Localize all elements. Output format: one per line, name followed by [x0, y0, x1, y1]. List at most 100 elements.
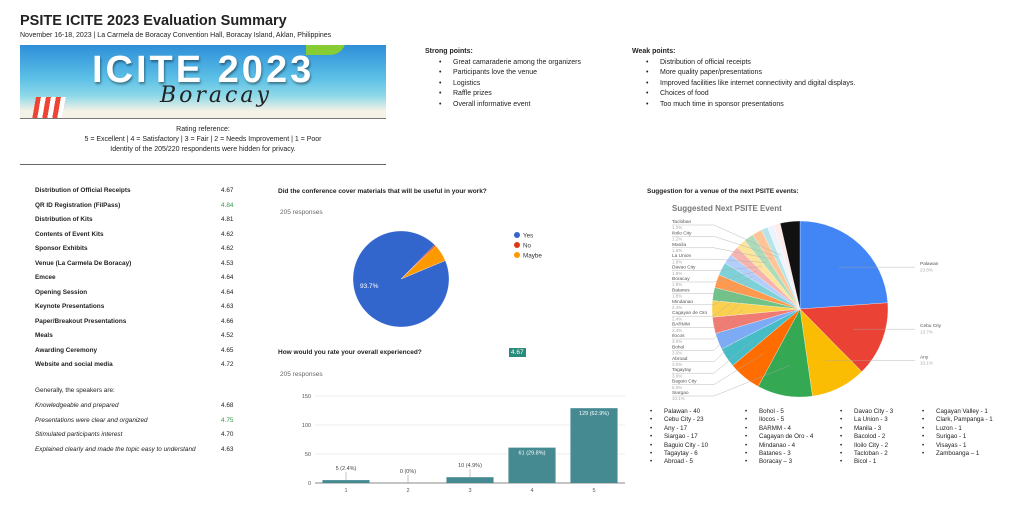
rating-row: Paper/Breakout Presentations 4.66: [35, 318, 240, 325]
rating-value: 4.66: [221, 317, 234, 325]
slice-name-label: La Union: [672, 253, 692, 259]
slice-percent-label: 13.7%: [920, 329, 933, 334]
rating-label: QR ID Registration (FilPass): [35, 201, 121, 209]
rating-label: Sponsor Exhibits: [35, 245, 88, 252]
slice-percent-label: 2.4%: [672, 316, 682, 321]
slice-name-label: BARMM: [672, 322, 690, 328]
rating-value: 4.67: [221, 187, 234, 194]
speaker-value: 4.75: [221, 416, 234, 424]
slice-percent-label: 1.2%: [672, 237, 682, 242]
useful-materials-pie-chart: 93.7% Yes No Maybe: [352, 230, 542, 328]
slice-percent-label: 1.8%: [672, 259, 682, 264]
rating-label: Rating reference:: [176, 126, 230, 133]
event-banner: ICITE 2023 Boracay: [20, 45, 386, 119]
rating-label: Distribution of Kits: [35, 216, 93, 223]
slice-percent-label: 3.0%: [672, 351, 682, 356]
rating-row: Meals 4.52: [35, 332, 240, 339]
label-leader: [672, 266, 762, 271]
speaker-value: 4.63: [221, 445, 234, 453]
legend-marker: [514, 252, 520, 258]
legend-item: Manila - 3: [840, 425, 893, 434]
legend-item: Visayas - 1: [922, 442, 993, 451]
legend-item: La Union - 3: [840, 416, 893, 425]
y-tick-label: 100: [302, 423, 311, 429]
slice-name-label: Palawan: [920, 261, 939, 267]
speaker-value: 4.70: [221, 431, 234, 438]
speaker-row: Stimulated participants interest 4.70: [35, 431, 240, 438]
legend-item: Surigao - 1: [922, 433, 993, 442]
slice-name-label: Bohol: [672, 344, 684, 350]
rating-value: 4.81: [221, 216, 234, 223]
speaker-label: Presentations were clear and organized: [35, 416, 148, 424]
legend-item: Any - 17: [650, 425, 708, 434]
rating-scale: 5 = Excellent | 4 = Satisfactory | 3 = F…: [84, 136, 322, 143]
q1-question: Did the conference cover materials that …: [278, 188, 487, 195]
banner-script: Boracay: [160, 83, 272, 108]
legend-label: Yes: [523, 233, 533, 240]
slice-name-label: Ilocos: [672, 333, 685, 339]
bar-1: [322, 480, 370, 483]
weak-heading: Weak points:: [632, 48, 676, 55]
divider: [20, 164, 386, 165]
label-leader: [672, 299, 744, 328]
legend-item: Tagaytay - 6: [650, 450, 708, 459]
speaker-label: Stimulated participants interest: [35, 431, 123, 438]
slice-percent-label: 3.6%: [672, 373, 682, 378]
bar-value-label: 0 (0%): [400, 469, 416, 475]
label-leader: [672, 259, 767, 263]
page-subtitle: November 16-18, 2023 | La Carmela de Bor…: [20, 32, 332, 39]
rating-value: 4.84: [221, 201, 234, 209]
weak-item: Distribution of official receipts: [646, 58, 855, 69]
rating-reference: Rating reference: 5 = Excellent | 4 = Sa…: [20, 125, 386, 155]
slice-name-label: Tacloban: [672, 219, 692, 225]
speaker-label: Explained clearly and made the topic eas…: [35, 445, 196, 453]
page-title: PSITE ICITE 2023 Evaluation Summary: [20, 13, 287, 29]
rating-label: Contents of Event Kits: [35, 230, 104, 238]
weak-item: Choices of food: [646, 89, 855, 100]
rating-value: 4.63: [221, 303, 234, 310]
rating-value: 4.53: [221, 259, 234, 267]
pie-slice-maybe: [400, 245, 446, 280]
strong-points: Strong points: Great camaraderie among t…: [425, 47, 581, 110]
bar-3: [446, 477, 494, 483]
rating-label: Distribution of Official Receipts: [35, 187, 131, 194]
weak-item: Too much time in sponsor presentations: [646, 100, 855, 111]
slice-percent-label: 10.1%: [920, 360, 933, 365]
legend-item: Cebu City - 23: [650, 416, 708, 425]
rating-label: Awarding Ceremony: [35, 346, 98, 354]
rating-label: Paper/Breakout Presentations: [35, 317, 127, 325]
rating-label: Keynote Presentations: [35, 303, 105, 310]
strong-item: Raffle prizes: [439, 89, 581, 100]
rating-value: 4.64: [221, 274, 234, 281]
x-tick-label: 1: [344, 488, 347, 494]
legend-column: Palawan - 40Cebu City - 23Any - 17Siarga…: [648, 408, 708, 467]
pie-slice-palawan: [799, 220, 888, 310]
slice-name-label: Davao City: [672, 265, 696, 271]
legend-item: Iloilo City - 2: [840, 442, 893, 451]
speaker-row: Explained clearly and made the topic eas…: [35, 446, 240, 453]
slice-name-label: Siargao: [672, 390, 689, 396]
label-leader: [672, 236, 777, 257]
rating-row: Emcee 4.64: [35, 274, 240, 281]
legend-item: Luzon - 1: [922, 425, 993, 434]
speaker-row: Knowledgeable and prepared 4.68: [35, 402, 240, 409]
label-leader: [672, 247, 773, 260]
x-tick-label: 5: [592, 488, 595, 494]
legend-label: No: [523, 243, 532, 250]
venue-heading: Suggestion for a venue of the next PSITE…: [647, 188, 799, 195]
slice-name-label: Abroad: [672, 356, 688, 362]
rating-value: 4.72: [221, 361, 234, 368]
legend-item: Clark, Pampanga - 1: [922, 416, 993, 425]
slice-percent-label: 2.4%: [672, 305, 682, 310]
slice-name-label: Batanes: [672, 287, 690, 293]
pie-slice-cebu-city: [799, 302, 889, 372]
q2-question: How would you rate your overall experien…: [278, 349, 422, 356]
slice-name-label: Tagaytay: [672, 367, 692, 373]
slice-name-label: Boracay: [672, 276, 690, 282]
slice-percent-label: 1.8%: [672, 271, 682, 276]
chart-title: Suggested Next PSITE Event: [672, 204, 782, 213]
legend-item: Palawan - 40: [650, 408, 708, 417]
rating-label: Meals: [35, 332, 53, 339]
legend-label: Maybe: [523, 253, 542, 260]
